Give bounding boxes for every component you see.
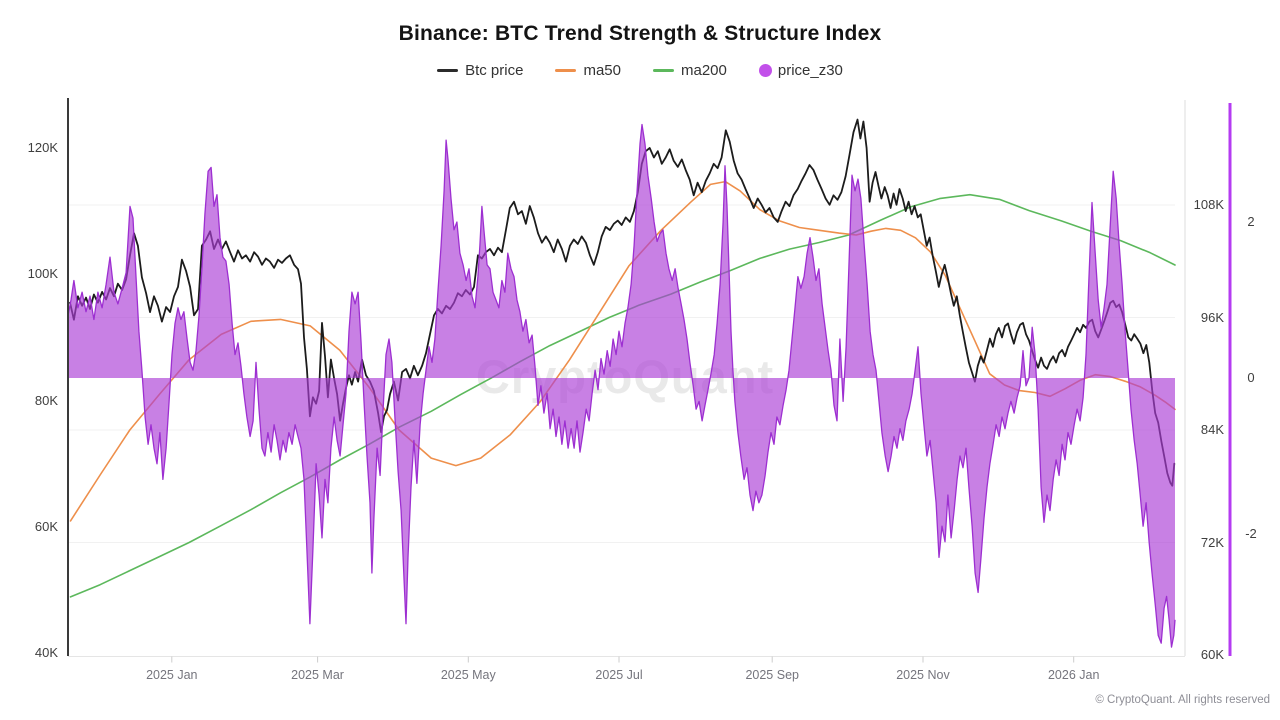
legend-item-ma200[interactable]: ma200 — [652, 62, 727, 79]
x-axis-tick-label: 2025 Mar — [291, 668, 344, 682]
x-axis-tick-label: 2025 Nov — [896, 668, 950, 682]
price-z30-circle-swatch — [758, 64, 772, 77]
legend-item-ma50[interactable]: ma50 — [555, 62, 621, 79]
left-axis-tick-label: 60K — [34, 518, 58, 534]
series-btc-price — [69, 118, 1176, 487]
x-axis-tick-label: 2026 Jan — [1047, 668, 1100, 682]
left-axis-tick-label: 100K — [27, 266, 58, 282]
series-price-z30-area — [68, 124, 1175, 648]
chart-title: Binance: BTC Trend Strength & Structure … — [398, 22, 882, 45]
z-axis-tick-label: 2 — [1247, 214, 1255, 229]
copyright-notice: © CryptoQuant. All rights reserved — [1095, 694, 1270, 706]
legend-label-ma200: ma200 — [680, 62, 727, 79]
x-axis-tick-label: 2025 Sep — [745, 668, 799, 682]
ma200-line-swatch — [652, 69, 674, 72]
legend-label-btc-price: Btc price — [465, 62, 524, 79]
legend: Btc price ma50 ma200 price_z30 — [0, 62, 1280, 79]
right-axis-tick-label: 84K — [1200, 422, 1224, 437]
right-axis-tick-label: 60K — [1200, 647, 1224, 662]
left-axis-tick-label: 80K — [34, 392, 58, 408]
right-axis-tick-label: 108K — [1193, 197, 1224, 212]
btc-price-line-swatch — [437, 69, 459, 72]
series-price-z30-line — [67, 123, 1176, 648]
legend-label-price-z30: price_z30 — [777, 62, 843, 79]
x-axis-tick-label: 2025 Jul — [595, 668, 643, 682]
z-axis-tick-label: 0 — [1247, 370, 1255, 385]
left-axis-tick-label: 120K — [27, 140, 58, 155]
x-axis-tick-label: 2025 Jan — [146, 668, 198, 682]
right-axis-tick-label: 96K — [1200, 309, 1224, 325]
ma50-line-swatch — [555, 69, 577, 72]
legend-item-price-z30[interactable]: price_z30 — [758, 62, 843, 79]
legend-item-btc-price[interactable]: Btc price — [437, 62, 523, 79]
series-ma200 — [69, 193, 1176, 598]
x-axis-tick-label: 2025 May — [440, 668, 496, 682]
left-axis-tick-label: 40K — [34, 645, 58, 660]
legend-label-ma50: ma50 — [583, 62, 621, 79]
right-axis-tick-label: 72K — [1200, 534, 1224, 550]
z-axis-tick-label: -2 — [1245, 526, 1257, 541]
